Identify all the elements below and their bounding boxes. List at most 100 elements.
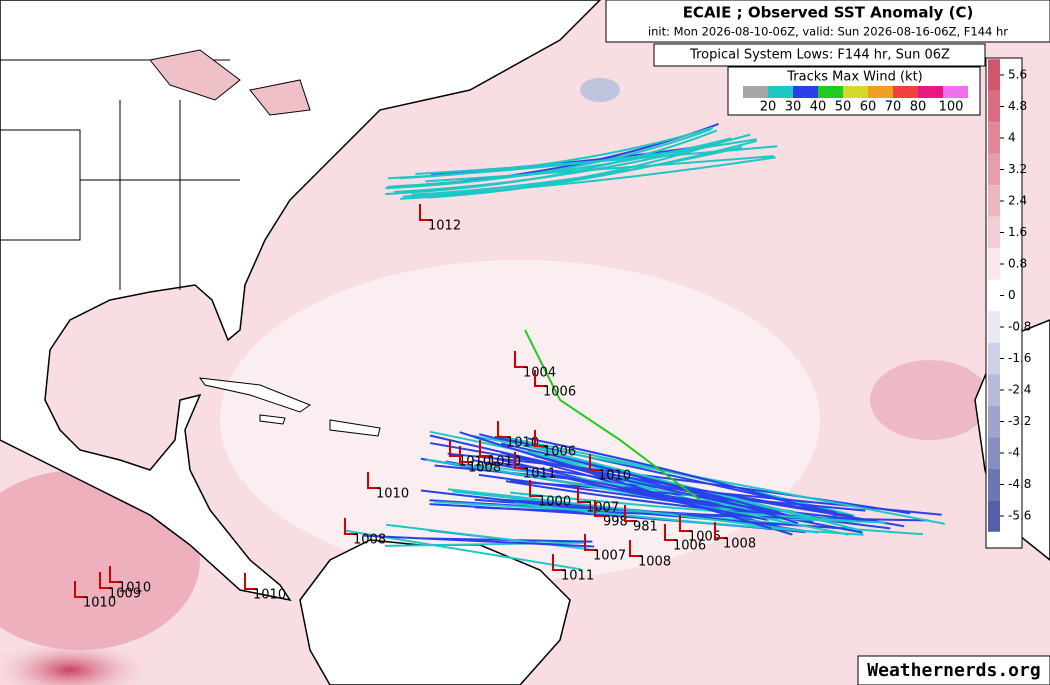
low-label: 1008 bbox=[353, 533, 386, 548]
low-marker bbox=[594, 500, 607, 517]
wind-swatch bbox=[768, 86, 793, 98]
colorbar-label: 3.2 bbox=[1008, 162, 1027, 176]
wind-swatch bbox=[793, 86, 818, 98]
low-label: 1006 bbox=[543, 445, 576, 460]
low-marker bbox=[714, 522, 727, 539]
wind-legend-title: Tracks Max Wind (kt) bbox=[786, 70, 923, 85]
low-marker bbox=[624, 505, 637, 522]
low-label: 1010 bbox=[376, 487, 409, 502]
track bbox=[501, 442, 799, 525]
subtitle: init: Mon 2026-08-10-06Z, valid: Sun 202… bbox=[648, 25, 1008, 39]
track bbox=[527, 437, 838, 517]
track bbox=[509, 491, 856, 523]
low-label: 1011 bbox=[523, 467, 556, 482]
low-marker bbox=[534, 430, 547, 447]
low-marker bbox=[577, 486, 590, 503]
low-label: 998 bbox=[603, 515, 628, 530]
track bbox=[447, 452, 911, 515]
colorbar-segment bbox=[988, 216, 1000, 249]
track bbox=[473, 464, 811, 517]
low-label: 1009 bbox=[108, 587, 141, 602]
low-marker bbox=[479, 440, 492, 457]
tracks bbox=[344, 123, 946, 571]
low-label: 1005 bbox=[688, 530, 721, 545]
colorbar-label: 0.8 bbox=[1008, 257, 1027, 271]
low-label: 1012 bbox=[428, 219, 461, 234]
track bbox=[524, 329, 701, 501]
track bbox=[519, 443, 826, 522]
ocean-shade bbox=[0, 640, 150, 685]
colorbar-label: 5.6 bbox=[1008, 68, 1027, 82]
watermark: Weathernerds.org bbox=[867, 660, 1040, 681]
wind-label: 50 bbox=[835, 100, 852, 115]
colorbar-label: 4 bbox=[1008, 131, 1016, 145]
track bbox=[474, 506, 929, 522]
lakes bbox=[149, 49, 311, 116]
colorbar-label: -4.8 bbox=[1008, 477, 1031, 491]
track bbox=[447, 488, 819, 534]
colorbar-segment bbox=[988, 500, 1000, 532]
low-label: 1010 bbox=[83, 596, 116, 611]
track bbox=[364, 534, 595, 548]
track bbox=[385, 129, 718, 196]
low-label: 1010 bbox=[506, 436, 539, 451]
colorbar-segment bbox=[988, 153, 1000, 186]
low-label: 1010 bbox=[118, 581, 151, 596]
colorbar-segment bbox=[988, 59, 1000, 91]
low-marker bbox=[367, 472, 380, 489]
wind-swatch bbox=[918, 86, 943, 98]
colorbar-segment bbox=[988, 122, 1000, 154]
low-marker bbox=[244, 573, 257, 590]
colorbar-label: 0 bbox=[1008, 288, 1016, 302]
low-label: 1010 bbox=[598, 469, 631, 484]
colorbar-segment bbox=[988, 405, 1000, 438]
low-label: 1010 bbox=[458, 455, 491, 470]
low-marker bbox=[459, 446, 472, 463]
colorbar-segment bbox=[988, 468, 1000, 501]
colorbar-segment bbox=[988, 374, 1000, 406]
colorbar-segment bbox=[988, 311, 1000, 343]
low-marker bbox=[679, 515, 692, 532]
low-label: 1011 bbox=[561, 569, 594, 584]
low-label: 981 bbox=[633, 520, 658, 535]
low-marker bbox=[109, 566, 122, 583]
track bbox=[411, 146, 743, 196]
track bbox=[534, 470, 767, 521]
track bbox=[430, 442, 853, 518]
track bbox=[385, 128, 712, 190]
wind-label: 80 bbox=[910, 100, 927, 115]
islands bbox=[198, 377, 381, 437]
colorbar-label: -4 bbox=[1008, 446, 1020, 460]
colorbar-label: 4.8 bbox=[1008, 99, 1027, 113]
low-label: 1010 bbox=[253, 588, 286, 603]
colorbar-segment bbox=[988, 437, 1000, 469]
colorbar-label: 2.4 bbox=[1008, 194, 1027, 208]
track bbox=[384, 541, 587, 547]
low-marker bbox=[99, 572, 112, 589]
low-marker bbox=[552, 554, 565, 571]
low-marker bbox=[534, 370, 547, 387]
colorbar-label: -1.6 bbox=[1008, 351, 1031, 365]
wind-swatch bbox=[893, 86, 918, 98]
low-marker bbox=[344, 518, 357, 535]
low-marker bbox=[497, 421, 510, 438]
colorbar-segment bbox=[988, 185, 1000, 217]
colorbar-segment bbox=[988, 279, 1000, 312]
low-label: 1007 bbox=[593, 549, 626, 564]
track bbox=[387, 137, 732, 188]
low-marker bbox=[514, 351, 527, 368]
land bbox=[299, 539, 571, 685]
title: ECAIE ; Observed SST Anomaly (C) bbox=[683, 4, 974, 22]
wind-label: 20 bbox=[760, 100, 777, 115]
land bbox=[0, 0, 602, 602]
low-marker bbox=[664, 524, 677, 541]
ocean-shade bbox=[220, 260, 820, 580]
lows-legend-box bbox=[653, 43, 986, 67]
ocean-shade bbox=[870, 360, 990, 440]
title-box bbox=[605, 0, 1050, 43]
low-label: 1006 bbox=[673, 539, 706, 554]
colorbar-label: -5.6 bbox=[1008, 509, 1031, 523]
wind-swatch bbox=[818, 86, 843, 98]
low-marker bbox=[589, 454, 602, 471]
colorbar-segment bbox=[988, 342, 1000, 375]
